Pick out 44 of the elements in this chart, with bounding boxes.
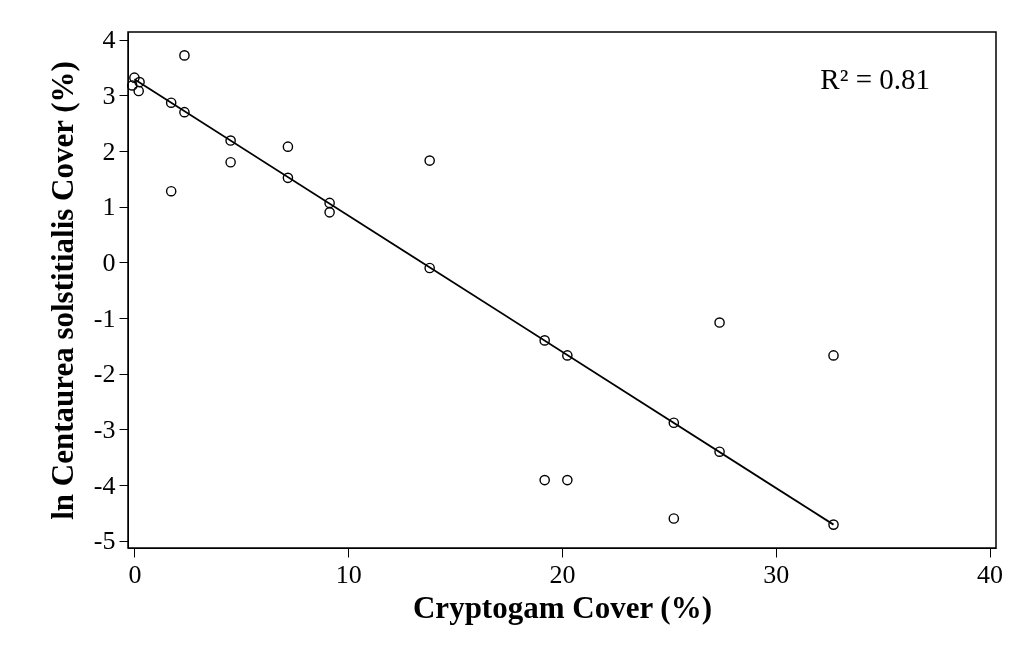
x-tick-label: 0 xyxy=(128,559,142,589)
y-tick-label: -5 xyxy=(93,526,116,556)
point xyxy=(714,317,725,328)
annotation: R² = 0.81 xyxy=(820,63,930,95)
x-tick-label: 10 xyxy=(335,559,362,589)
point xyxy=(539,474,550,486)
point xyxy=(129,72,140,83)
point xyxy=(126,80,138,91)
point xyxy=(668,513,680,524)
y-tick-label: -4 xyxy=(93,470,116,500)
point xyxy=(165,185,177,197)
point xyxy=(225,156,236,168)
point xyxy=(225,135,236,146)
x-tick-label: 40 xyxy=(977,559,1004,589)
point xyxy=(133,85,144,97)
point xyxy=(165,97,177,108)
point xyxy=(324,197,335,209)
y-tick-label: 3 xyxy=(102,80,116,110)
y-tick-label: 0 xyxy=(102,247,116,277)
x-tick-label: 30 xyxy=(763,559,790,589)
x-axis-title: Cryptogam Cover (%) xyxy=(412,589,713,625)
y-tick-label: 1 xyxy=(102,192,116,222)
point xyxy=(562,350,573,361)
y-tick-label: -1 xyxy=(93,303,116,333)
point xyxy=(828,519,839,530)
y-tick-label: -3 xyxy=(93,414,116,444)
point xyxy=(324,207,335,218)
x-tick-label: 20 xyxy=(549,559,576,589)
point xyxy=(828,350,839,361)
point xyxy=(539,335,550,346)
point xyxy=(424,155,435,166)
point xyxy=(714,446,725,457)
point xyxy=(668,417,680,429)
y-tick-label: 2 xyxy=(102,136,116,166)
point xyxy=(282,141,294,152)
point xyxy=(282,172,294,184)
point xyxy=(134,76,145,88)
y-tick-label: -2 xyxy=(93,359,116,389)
point xyxy=(179,106,190,118)
point xyxy=(424,262,435,274)
y-axis-title: ln Centaurea solstitialis Cover (%) xyxy=(44,61,80,520)
point xyxy=(179,50,190,61)
y-tick-label: 4 xyxy=(102,25,116,55)
point xyxy=(562,474,573,486)
